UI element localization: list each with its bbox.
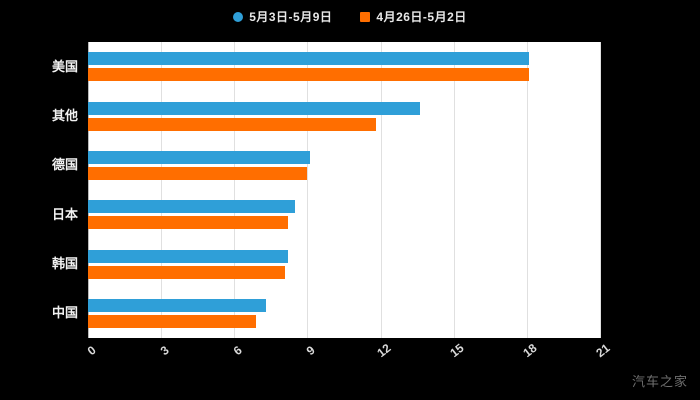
gridline-x-21 [600, 42, 601, 338]
bar-日本-series2[interactable] [88, 216, 288, 230]
gridline-x-3 [161, 42, 163, 338]
x-axis-tick-label-15: 15 [447, 340, 467, 361]
x-axis-tick-label-3: 3 [157, 342, 172, 359]
x-axis-tick-label-12: 12 [373, 340, 394, 361]
legend-circle-marker-icon [233, 11, 244, 22]
x-axis-tick-label-18: 18 [520, 340, 540, 361]
bar-中国-series2[interactable] [88, 314, 257, 328]
legend-square-marker-icon [360, 11, 371, 22]
y-axis-labels: 美国其他德国日本韩国中国 [0, 42, 78, 338]
bar-韩国-series2[interactable] [88, 265, 286, 279]
bar-其他-series2[interactable] [88, 117, 376, 131]
legend-label-week-previous: 4月26日-5月2日 [376, 10, 467, 24]
legend-item-week-current[interactable]: 5月3日-5月9日 [233, 8, 332, 25]
bar-中国-series1[interactable] [88, 298, 266, 312]
bar-美国-series1[interactable] [88, 52, 530, 66]
bar-美国-series2[interactable] [88, 68, 530, 82]
bar-其他-series1[interactable] [88, 101, 420, 115]
gridline-x-6 [234, 42, 236, 338]
y-axis-line [88, 42, 89, 338]
bar-德国-series1[interactable] [88, 150, 310, 164]
legend-item-week-previous[interactable]: 4月26日-5月2日 [360, 8, 466, 25]
y-axis-label-日本: 日本 [51, 206, 78, 222]
plot-area [88, 42, 601, 338]
x-axis-tick-label-21: 21 [593, 340, 613, 361]
x-axis-tick-label-6: 6 [230, 342, 245, 359]
bar-德国-series2[interactable] [88, 166, 308, 180]
y-axis-label-中国: 中国 [51, 305, 78, 321]
y-axis-label-其他: 其他 [51, 108, 78, 123]
y-axis-label-美国: 美国 [51, 58, 78, 74]
gridline-x-12 [380, 42, 382, 338]
x-axis-tick-label-9: 9 [304, 342, 319, 359]
gridline-x-18 [526, 42, 528, 338]
y-axis-label-德国: 德国 [51, 157, 78, 173]
gridline-x-15 [453, 42, 455, 338]
gridline-x-9 [307, 42, 309, 338]
y-axis-label-韩国: 韩国 [51, 256, 78, 271]
x-axis-tick-label-0: 0 [84, 342, 99, 359]
bar-日本-series1[interactable] [88, 200, 296, 214]
legend-label-week-current: 5月3日-5月9日 [249, 10, 333, 24]
bar-韩国-series1[interactable] [88, 249, 288, 263]
legend: 5月3日-5月9日 4月26日-5月2日 [0, 8, 700, 25]
watermark: 汽车之家 [631, 374, 688, 389]
